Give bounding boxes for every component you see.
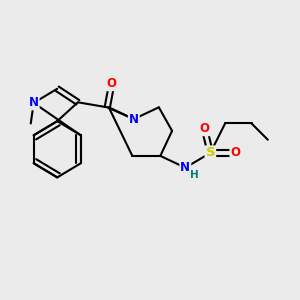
Text: O: O: [230, 146, 240, 159]
Text: S: S: [206, 146, 215, 159]
Text: N: N: [180, 161, 190, 174]
Text: N: N: [129, 112, 139, 126]
Text: N: N: [29, 96, 39, 110]
Text: O: O: [200, 122, 209, 135]
Text: O: O: [107, 77, 117, 90]
Text: H: H: [190, 170, 199, 180]
